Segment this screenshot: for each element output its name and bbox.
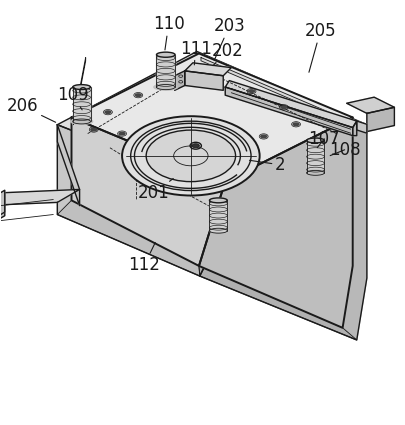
- Polygon shape: [71, 54, 352, 181]
- Polygon shape: [57, 200, 199, 276]
- Polygon shape: [184, 63, 231, 76]
- Ellipse shape: [156, 52, 175, 57]
- Ellipse shape: [72, 85, 90, 90]
- Polygon shape: [0, 190, 79, 206]
- Polygon shape: [352, 121, 356, 136]
- Polygon shape: [73, 57, 85, 125]
- Polygon shape: [225, 81, 356, 128]
- Ellipse shape: [260, 134, 266, 139]
- Ellipse shape: [118, 132, 126, 136]
- Polygon shape: [71, 117, 225, 266]
- Polygon shape: [200, 57, 350, 125]
- Polygon shape: [174, 71, 184, 90]
- Polygon shape: [366, 107, 393, 132]
- Polygon shape: [0, 190, 5, 227]
- Ellipse shape: [292, 122, 299, 126]
- Polygon shape: [72, 87, 90, 122]
- Polygon shape: [225, 87, 352, 136]
- Ellipse shape: [146, 130, 235, 181]
- Ellipse shape: [104, 110, 111, 114]
- Polygon shape: [306, 141, 324, 173]
- Ellipse shape: [192, 144, 199, 148]
- Polygon shape: [57, 51, 366, 197]
- Ellipse shape: [247, 89, 255, 93]
- Ellipse shape: [279, 105, 287, 109]
- Text: 206: 206: [7, 97, 55, 122]
- Text: 205: 205: [304, 22, 335, 72]
- Polygon shape: [198, 266, 356, 340]
- Text: 201: 201: [137, 178, 173, 202]
- Polygon shape: [0, 193, 5, 229]
- Ellipse shape: [303, 170, 326, 176]
- Polygon shape: [57, 125, 79, 206]
- Text: 108: 108: [328, 141, 360, 159]
- Polygon shape: [198, 117, 352, 328]
- Polygon shape: [57, 125, 239, 276]
- Ellipse shape: [90, 128, 97, 132]
- Text: 2: 2: [249, 156, 284, 174]
- Text: 112: 112: [128, 243, 160, 274]
- Polygon shape: [346, 97, 393, 113]
- Ellipse shape: [70, 118, 93, 125]
- Polygon shape: [156, 55, 175, 87]
- Text: 111: 111: [179, 40, 211, 65]
- Polygon shape: [184, 71, 223, 90]
- Ellipse shape: [209, 198, 227, 203]
- Text: 107: 107: [308, 130, 339, 148]
- Polygon shape: [209, 200, 227, 231]
- Ellipse shape: [153, 84, 177, 91]
- Ellipse shape: [122, 116, 259, 196]
- Text: 110: 110: [152, 15, 184, 50]
- Ellipse shape: [134, 93, 142, 97]
- Polygon shape: [199, 125, 366, 340]
- Polygon shape: [356, 121, 366, 133]
- Text: 202: 202: [211, 42, 243, 65]
- Ellipse shape: [306, 138, 324, 143]
- Text: 203: 203: [213, 17, 245, 60]
- Text: 109: 109: [57, 86, 88, 110]
